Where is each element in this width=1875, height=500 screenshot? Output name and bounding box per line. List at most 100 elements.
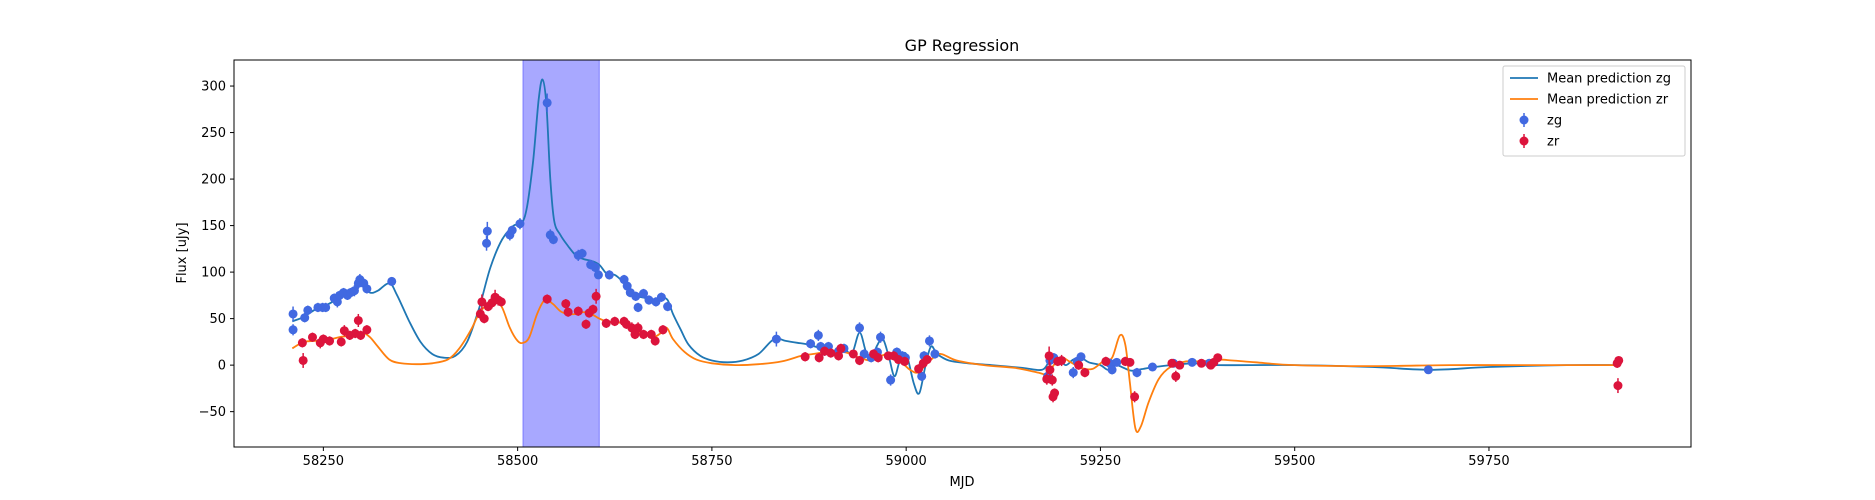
data-point-zr — [855, 355, 865, 366]
data-point-zg — [639, 288, 649, 299]
data-point-zg — [300, 313, 310, 323]
marker — [855, 355, 865, 365]
data-point-zg — [930, 349, 940, 359]
x-tick-label: 59500 — [1274, 454, 1315, 469]
marker — [813, 330, 823, 340]
data-point-zg — [604, 270, 614, 280]
data-point-zg — [349, 285, 359, 297]
data-point-zr — [873, 353, 883, 363]
marker — [930, 349, 940, 359]
marker — [1047, 375, 1057, 385]
y-tick-label: 200 — [201, 173, 226, 188]
shaded-region — [522, 60, 600, 447]
marker — [590, 262, 600, 272]
data-point-zg — [806, 339, 816, 349]
observations-layer — [288, 93, 1624, 403]
data-point-zg — [917, 371, 927, 381]
marker — [479, 314, 489, 324]
data-point-zr — [1196, 358, 1206, 368]
marker — [1213, 353, 1223, 363]
marker — [814, 353, 824, 363]
marker — [477, 297, 487, 307]
data-point-zg — [542, 93, 552, 113]
data-point-zr — [601, 318, 611, 328]
marker — [834, 351, 844, 361]
data-point-zg — [633, 302, 643, 313]
marker — [1068, 368, 1078, 378]
data-point-zg — [387, 276, 397, 286]
data-point-zg — [482, 235, 492, 251]
marker — [663, 302, 673, 312]
marker — [1614, 355, 1624, 365]
marker — [646, 329, 656, 339]
data-point-zr — [573, 306, 583, 316]
data-point-zr — [922, 355, 932, 365]
data-point-zg — [593, 270, 603, 280]
marker — [321, 302, 331, 312]
marker — [588, 304, 598, 314]
legend-label: Mean prediction zg — [1547, 72, 1671, 87]
data-point-zg — [482, 221, 492, 241]
marker — [1125, 357, 1135, 367]
marker — [610, 316, 620, 326]
data-point-zr — [800, 352, 810, 362]
marker — [1112, 357, 1122, 367]
marker — [1147, 362, 1157, 372]
legend-item-mean-prediction-zg: Mean prediction zg — [1510, 72, 1671, 87]
marker — [1175, 360, 1185, 370]
marker — [631, 291, 641, 301]
data-point-zr — [1047, 374, 1057, 386]
y-tick-label: 250 — [201, 126, 226, 141]
marker — [873, 353, 883, 363]
marker — [924, 336, 934, 346]
x-tick-label: 58250 — [303, 454, 344, 469]
data-point-zr — [477, 294, 487, 310]
legend-marker-swatch — [1519, 136, 1529, 146]
legend-marker-swatch — [1519, 115, 1529, 125]
x-tick-label: 59000 — [885, 454, 926, 469]
marker — [336, 337, 346, 347]
marker — [1045, 365, 1055, 375]
data-point-zr — [836, 343, 846, 354]
data-point-zg — [1187, 357, 1197, 367]
marker — [507, 225, 517, 235]
data-point-zr — [588, 304, 598, 314]
data-point-zr — [298, 353, 308, 368]
data-point-zr — [1080, 367, 1090, 378]
marker — [1132, 368, 1142, 378]
marker — [1074, 360, 1084, 370]
marker — [886, 375, 896, 385]
data-point-zg — [548, 234, 558, 245]
marker — [542, 294, 552, 304]
legend-item-zg: zg — [1519, 113, 1562, 129]
data-point-zg — [771, 331, 781, 347]
marker — [325, 336, 335, 346]
data-point-zg — [515, 218, 525, 230]
data-point-zr — [633, 322, 643, 334]
data-point-zg — [288, 306, 298, 322]
data-point-zr — [1167, 358, 1177, 368]
data-point-zg — [1107, 365, 1117, 375]
marker — [573, 306, 583, 316]
data-point-zr — [1213, 353, 1223, 363]
marker — [644, 295, 654, 305]
data-point-zr — [353, 313, 363, 327]
marker — [771, 334, 781, 344]
marker — [900, 356, 910, 366]
marker — [1101, 356, 1111, 366]
x-tick-label: 58750 — [691, 454, 732, 469]
marker — [482, 238, 492, 248]
marker — [633, 302, 643, 312]
data-point-zg — [631, 291, 641, 301]
x-tick-label: 58500 — [497, 454, 538, 469]
data-point-zg — [859, 349, 869, 359]
data-point-zr — [848, 349, 858, 359]
marker — [297, 338, 307, 348]
data-point-zr — [646, 329, 656, 340]
data-point-zg — [663, 301, 673, 312]
marker — [922, 355, 932, 365]
x-tick-label: 59750 — [1468, 454, 1509, 469]
data-point-zr — [1101, 356, 1111, 367]
y-tick-label: 300 — [201, 80, 226, 95]
data-point-zg — [1147, 362, 1157, 372]
